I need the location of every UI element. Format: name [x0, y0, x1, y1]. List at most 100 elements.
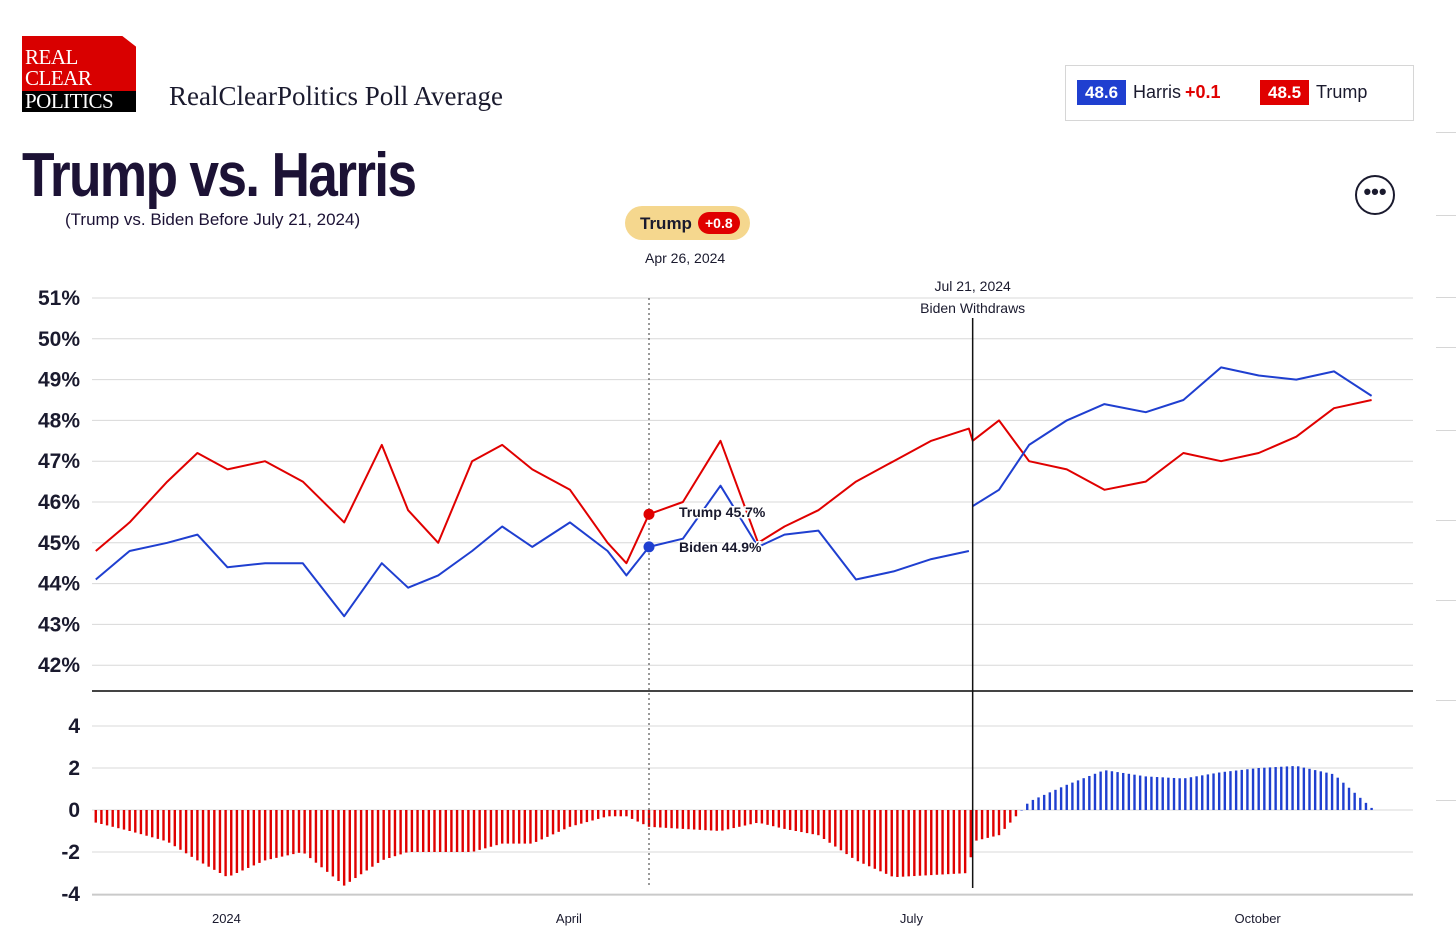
y-tick-label: 44%	[38, 573, 80, 596]
spread-bar	[1172, 777, 1176, 810]
spread-bar	[1359, 797, 1362, 810]
brand-name: RealClearPolitics Poll Average	[169, 81, 503, 111]
spread-bar	[1195, 776, 1198, 810]
spread-bar	[348, 810, 352, 882]
spread-bar	[653, 810, 656, 828]
y-tick-label: -2	[61, 841, 80, 864]
spread-bar	[1105, 770, 1108, 810]
spread-bar	[1263, 767, 1266, 810]
spread-bar	[800, 810, 803, 833]
spread-bar	[1223, 771, 1227, 810]
spread-bar	[393, 810, 397, 857]
spread-bar	[382, 810, 385, 860]
y-tick-label: 46%	[38, 491, 80, 514]
spread-bar	[269, 810, 272, 860]
x-tick-label: April	[556, 911, 582, 926]
spread-bar	[839, 810, 843, 851]
spread-bar	[670, 810, 673, 829]
spread-bar	[1099, 771, 1102, 810]
spread-bar	[224, 810, 227, 877]
spread-bar	[642, 810, 645, 825]
spread-bar	[196, 810, 199, 861]
harris-value-badge: 48.6	[1077, 80, 1127, 105]
spread-bar	[613, 810, 617, 817]
spread-bar	[557, 810, 560, 832]
spread-bar	[444, 810, 447, 852]
spread-bar	[721, 810, 724, 831]
series-line-biden	[95, 484, 970, 618]
series-line-harris	[972, 366, 1373, 507]
spread-bar	[726, 810, 730, 830]
y-tick-label: -4	[61, 883, 80, 906]
spread-bar	[732, 810, 735, 829]
spread-bar	[687, 810, 690, 830]
spread-bar	[478, 810, 481, 850]
spread-bar	[405, 810, 408, 853]
spread-bar	[359, 810, 363, 875]
spread-bar	[342, 810, 346, 886]
spread-bar	[884, 810, 888, 874]
spread-bar	[828, 810, 831, 843]
harris-change: +0.1	[1185, 82, 1221, 102]
spread-bars	[94, 766, 1373, 886]
spread-bar	[354, 810, 357, 879]
spread-bar	[1268, 767, 1272, 810]
spread-bar	[947, 810, 950, 875]
y-tick-label: 2	[68, 757, 80, 780]
spread-bar	[580, 810, 583, 824]
spread-bar	[1093, 773, 1097, 810]
spread-bar	[1302, 767, 1306, 810]
spread-bar	[1042, 794, 1046, 810]
spread-bar	[252, 810, 256, 866]
x-tick-label: October	[1235, 911, 1282, 926]
spread-bar	[788, 810, 792, 830]
spread-bar	[145, 810, 148, 836]
spread-bar	[1082, 778, 1085, 810]
spread-bar	[309, 810, 312, 859]
spread-bar	[1037, 797, 1040, 810]
spread-bar	[1076, 780, 1080, 810]
more-horizontal-icon: •••	[1363, 179, 1387, 204]
spread-bar	[1285, 766, 1289, 810]
spread-bar	[743, 810, 747, 826]
spread-bar	[1138, 775, 1142, 810]
y-tick-label: 48%	[38, 409, 80, 432]
spread-bar	[410, 810, 414, 852]
x-axis-labels: 2024 April July October	[212, 911, 1281, 926]
spread-bar	[896, 810, 899, 877]
more-options-button[interactable]: •••	[1355, 175, 1395, 215]
spread-bar	[297, 810, 301, 853]
spread-bar	[1291, 766, 1294, 810]
spread-bar	[529, 810, 532, 844]
spread-bar	[664, 810, 668, 828]
spread-bar	[602, 810, 606, 818]
spread-bar	[817, 810, 820, 836]
spread-bar	[134, 810, 137, 833]
spread-bar	[1370, 807, 1373, 810]
spread-bar	[907, 810, 910, 877]
spread-bar	[173, 810, 176, 847]
y-tick-label: 51%	[38, 287, 80, 310]
spread-bar	[326, 810, 329, 872]
spread-bar	[472, 810, 476, 852]
spread-bar	[1330, 773, 1334, 810]
annotation-date: Jul 21, 2024	[935, 278, 1011, 294]
trump-hover-label: Trump 45.7%	[679, 504, 766, 520]
spread-bar	[1206, 774, 1210, 810]
spread-bar	[715, 810, 718, 831]
spread-bar	[455, 810, 459, 852]
spread-bar	[901, 810, 905, 877]
spread-bar	[986, 810, 989, 838]
y-tick-label: 43%	[38, 613, 80, 636]
spread-bar	[1297, 766, 1300, 810]
y-tick-label: 42%	[38, 654, 80, 677]
spread-bar	[105, 810, 109, 826]
spread-bar	[517, 810, 521, 844]
page-title: Trump vs. Harris	[22, 141, 417, 210]
rcp-logo: REAL CLEAR POLITICS	[22, 36, 136, 112]
spread-bar	[1054, 789, 1057, 810]
chart-annotations: Trump 45.7% Biden 44.9% Jul 21, 2024 Biden …	[643, 278, 1025, 888]
x-tick-label: 2024	[212, 911, 241, 926]
spread-bar	[856, 810, 860, 862]
